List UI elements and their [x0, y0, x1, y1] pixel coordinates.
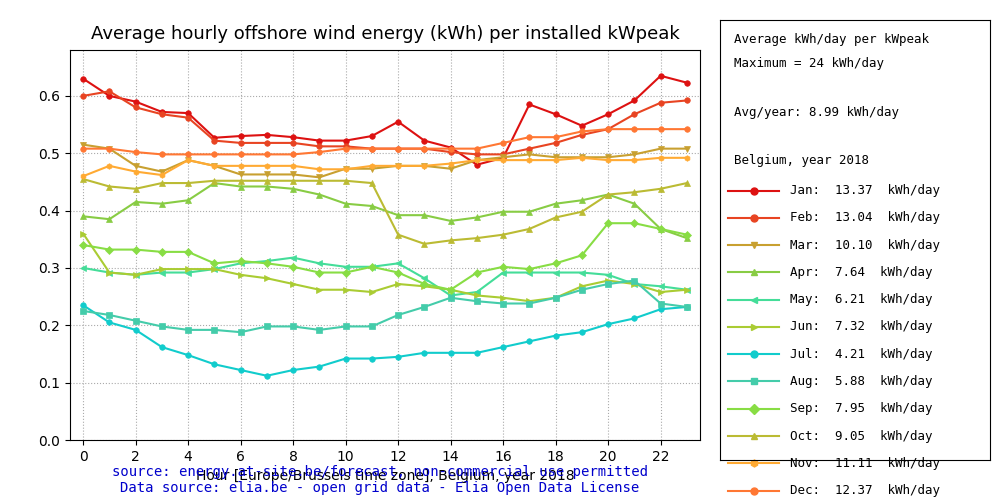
Text: Nov:  11.11  kWh/day: Nov: 11.11 kWh/day	[790, 457, 940, 470]
Text: Dec:  12.37  kWh/day: Dec: 12.37 kWh/day	[790, 484, 940, 497]
Text: Sep:  7.95  kWh/day: Sep: 7.95 kWh/day	[790, 402, 933, 415]
X-axis label: Hour [Europe/Brussels time zone], Belgium, year 2018: Hour [Europe/Brussels time zone], Belgiu…	[196, 470, 574, 484]
Text: Oct:  9.05  kWh/day: Oct: 9.05 kWh/day	[790, 430, 933, 442]
Text: Maximum = 24 kWh/day: Maximum = 24 kWh/day	[734, 58, 884, 70]
Text: Jun:  7.32  kWh/day: Jun: 7.32 kWh/day	[790, 320, 933, 334]
Text: Mar:  10.10  kWh/day: Mar: 10.10 kWh/day	[790, 238, 940, 252]
Text: Apr:  7.64  kWh/day: Apr: 7.64 kWh/day	[790, 266, 933, 279]
Text: Avg/year: 8.99 kWh/day: Avg/year: 8.99 kWh/day	[734, 106, 898, 119]
Text: Belgium, year 2018: Belgium, year 2018	[734, 154, 868, 167]
Text: May:  6.21  kWh/day: May: 6.21 kWh/day	[790, 293, 933, 306]
Text: Aug:  5.88  kWh/day: Aug: 5.88 kWh/day	[790, 375, 933, 388]
Text: source: energy.at-site.be/forecast, non-commercial use permitted
Data source: el: source: energy.at-site.be/forecast, non-…	[112, 465, 648, 495]
Text: Average kWh/day per kWpeak: Average kWh/day per kWpeak	[734, 33, 928, 46]
Title: Average hourly offshore wind energy (kWh) per installed kWpeak: Average hourly offshore wind energy (kWh…	[91, 25, 679, 43]
Text: Feb:  13.04  kWh/day: Feb: 13.04 kWh/day	[790, 212, 940, 224]
Text: Jul:  4.21  kWh/day: Jul: 4.21 kWh/day	[790, 348, 933, 360]
Text: Jan:  13.37  kWh/day: Jan: 13.37 kWh/day	[790, 184, 940, 197]
